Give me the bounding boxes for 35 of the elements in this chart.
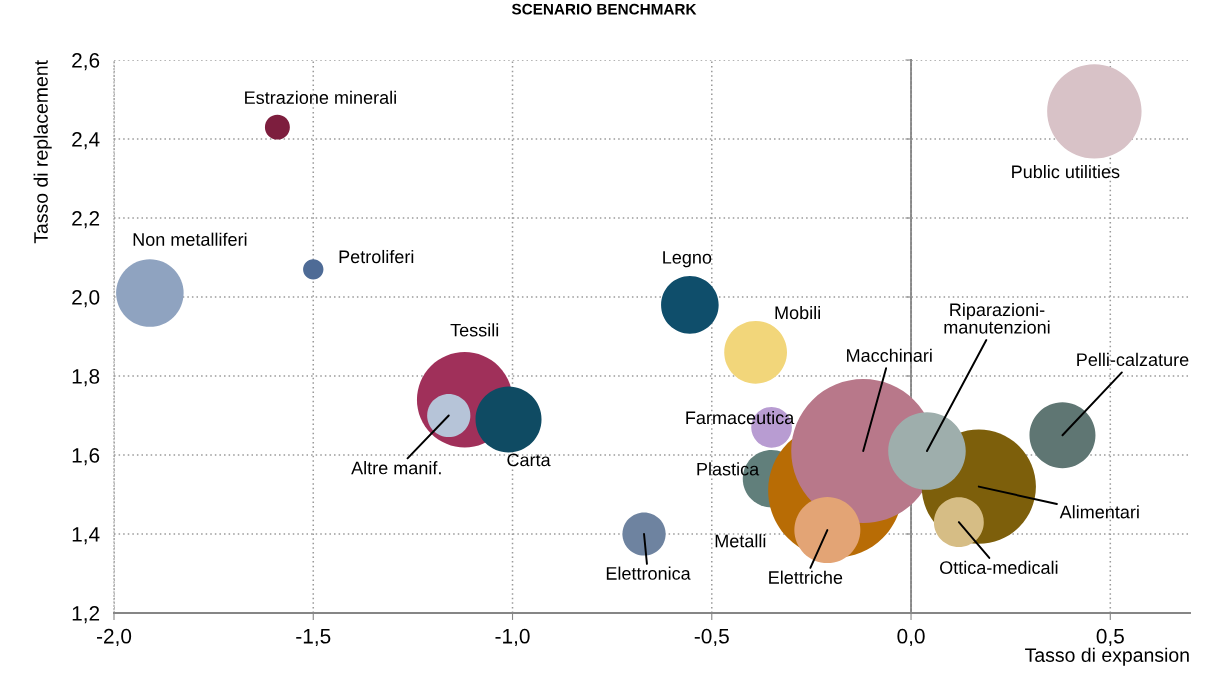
- y-tick-label: 2,4: [72, 132, 100, 150]
- x-tick-label: -0,5: [694, 628, 729, 647]
- y-tick-label: 2,2: [72, 211, 100, 229]
- x-tick-label: 0,5: [1096, 628, 1124, 647]
- y-axis-title: Tasso di replacement: [33, 60, 52, 244]
- series-label: Elettriche: [769, 570, 843, 584]
- series-label: Petroliferi: [339, 249, 414, 264]
- y-tick-label: 2,0: [72, 290, 100, 308]
- y-tick-label: 1,6: [72, 448, 100, 466]
- x-tick-label: 0,0: [897, 628, 925, 647]
- chart-title: SCENARIO BENCHMARK: [511, 3, 697, 15]
- series-label: Ottica-medicali: [940, 560, 1058, 574]
- series-label: Tessili: [450, 323, 499, 337]
- series-label: Public utilities: [1012, 164, 1120, 179]
- series-label: Estrazione minerali: [245, 90, 396, 104]
- y-tick-label: 1,2: [72, 606, 100, 624]
- series-label: Alimentari: [1059, 505, 1139, 519]
- series-label: Macchinari: [847, 348, 932, 362]
- y-tick-label: 1,8: [72, 369, 100, 387]
- series-label: Farmaceutica: [686, 410, 795, 425]
- x-tick-label: -2,0: [96, 628, 132, 647]
- series-label: Elettronica: [606, 566, 691, 580]
- series-label: Mobili: [775, 305, 820, 320]
- series-label: Altre manif.: [351, 461, 441, 475]
- text: Riparazioni-manutenzioni: [944, 302, 1050, 334]
- series-label: Legno: [663, 251, 712, 268]
- y-tick-label: 1,4: [72, 527, 100, 545]
- series-label: Carta: [507, 453, 551, 467]
- x-tick-label: -1,0: [495, 628, 530, 647]
- text: Pelli-calzature: [1077, 352, 1189, 367]
- series-label: Non metalliferi: [133, 232, 247, 246]
- x-tick-label: -1,5: [296, 629, 331, 647]
- series-label: Metalli: [715, 534, 766, 548]
- y-tick-label: 2,6: [72, 53, 100, 71]
- x-axis-title: Tasso di expansion: [1025, 647, 1189, 666]
